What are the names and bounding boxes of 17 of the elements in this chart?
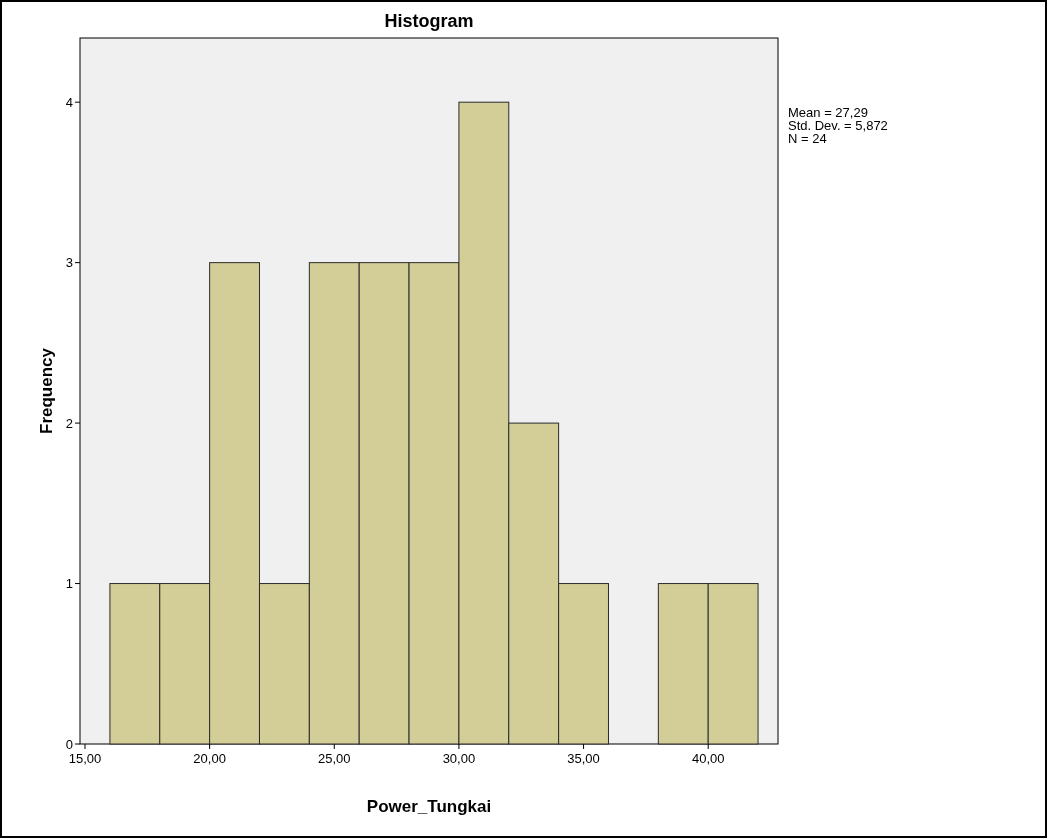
y-tick-label: 1 bbox=[65, 576, 73, 592]
x-tick-label: 20,00 bbox=[193, 751, 226, 766]
x-tick-label: 35,00 bbox=[567, 751, 600, 766]
y-tick-label: 3 bbox=[65, 255, 73, 271]
x-tick-label: 15,00 bbox=[68, 751, 102, 766]
x-tick-label: 25,00 bbox=[318, 751, 351, 766]
x-tick-label: 40,00 bbox=[691, 751, 725, 766]
text: Mean = 27,29 bbox=[788, 105, 868, 120]
y-tick-label: 4 bbox=[65, 94, 73, 110]
chart-title: Histogram bbox=[384, 11, 474, 31]
text: Std. Dev. = 5,872 bbox=[788, 118, 888, 133]
x-axis-title: Power_Tungkai bbox=[366, 797, 492, 816]
y-tick-label: 2 bbox=[65, 415, 73, 431]
y-axis-title: Frequency bbox=[37, 347, 56, 434]
text: N = 24 bbox=[788, 131, 827, 146]
y-tick-label: 0 bbox=[65, 736, 73, 752]
x-tick-label: 30,00 bbox=[442, 751, 476, 766]
